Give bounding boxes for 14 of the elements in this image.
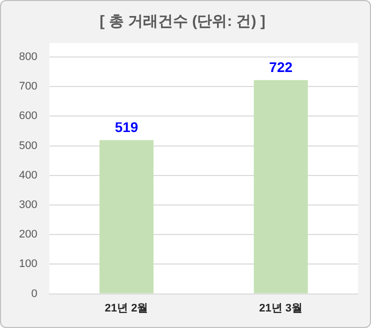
data-label: 722: [269, 58, 293, 75]
y-tick-label: 200: [18, 228, 38, 241]
y-tick-label: 700: [18, 80, 38, 93]
y-tick-label: 500: [18, 140, 38, 152]
x-tick-label: 21년 3월: [259, 302, 303, 314]
y-tick-label: 400: [18, 169, 38, 182]
y-tick-label: 300: [18, 199, 38, 212]
x-tick-label: 21년 2월: [104, 302, 148, 314]
data-label: 519: [114, 119, 138, 136]
y-tick-label: 800: [18, 51, 38, 64]
y-tick-label: 100: [18, 258, 38, 270]
y-tick-label: 600: [18, 110, 38, 122]
chart-title: [ 총 거래건수 (단위: 건) ]: [100, 13, 266, 30]
y-tick-label: 0: [31, 288, 38, 300]
